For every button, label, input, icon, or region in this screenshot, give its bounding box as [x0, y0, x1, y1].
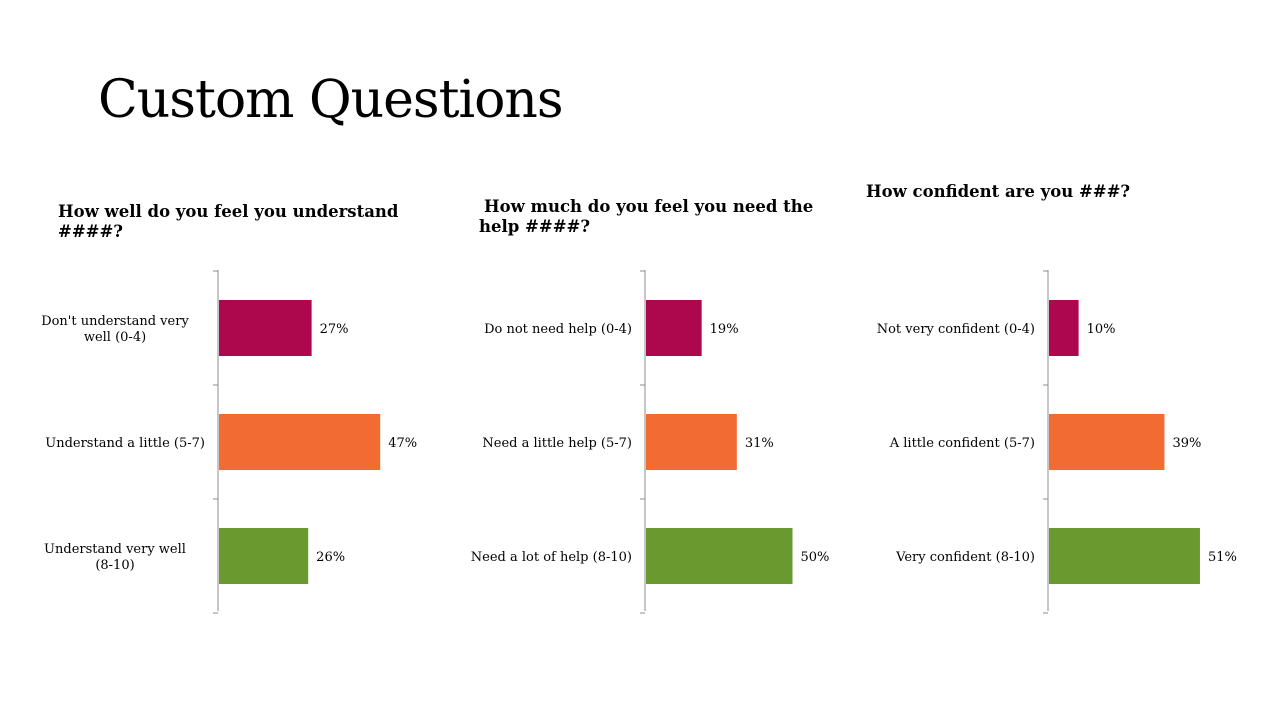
data-label-understand-2: 26%: [316, 550, 345, 565]
data-label-need-help-1: 31%: [745, 436, 774, 451]
data-label-need-help-0: 19%: [710, 322, 739, 337]
slide-title: Custom Questions: [98, 70, 564, 130]
bar-need-help-2: [646, 528, 793, 584]
data-label-understand-1: 47%: [388, 436, 417, 451]
category-label-need-help-2: Need a lot of help (8-10): [471, 550, 632, 565]
category-label-understand-0: Don't understand very well (0-4): [41, 314, 189, 345]
category-label-need-help-1: Need a little help (5-7): [482, 436, 632, 451]
bar-need-help-0: [646, 300, 702, 356]
bar-confident-1: [1049, 414, 1165, 470]
category-label-understand-2: Understand very well (8-10): [44, 542, 186, 573]
bar-confident-0: [1049, 300, 1079, 356]
category-label-need-help-0: Do not need help (0-4): [484, 322, 632, 337]
chart-title-understand: How well do you feel you understand ####…: [58, 202, 399, 241]
category-label-confident-1: A little confident (5-7): [889, 436, 1035, 451]
data-label-understand-0: 27%: [320, 322, 349, 337]
bar-need-help-1: [646, 414, 737, 470]
chart-understand: 27% Don't understand very well (0-4) 47% Und…: [41, 270, 417, 614]
category-label-confident-2: Very confident (8-10): [895, 550, 1035, 565]
bar-understand-0: [219, 300, 312, 356]
data-label-confident-0: 10%: [1087, 322, 1116, 337]
chart-confident: 10% Not very confident (0-4) 39% A little c…: [877, 270, 1237, 614]
bar-understand-1: [219, 414, 381, 470]
category-label-understand-1: Understand a little (5-7): [45, 436, 205, 451]
bar-confident-2: [1049, 528, 1200, 584]
bar-understand-2: [219, 528, 309, 584]
chart-title-need-help: How much do you feel you need the help #…: [479, 197, 814, 236]
category-label-confident-0: Not very confident (0-4): [877, 322, 1035, 337]
data-label-need-help-2: 50%: [801, 550, 830, 565]
data-label-confident-2: 51%: [1208, 550, 1237, 565]
chart-need-help: 19% Do not need help (0-4) 31% Need a littl…: [471, 270, 830, 614]
data-label-confident-1: 39%: [1172, 436, 1201, 451]
chart-title-confident: How confident are you ###?: [866, 182, 1131, 201]
